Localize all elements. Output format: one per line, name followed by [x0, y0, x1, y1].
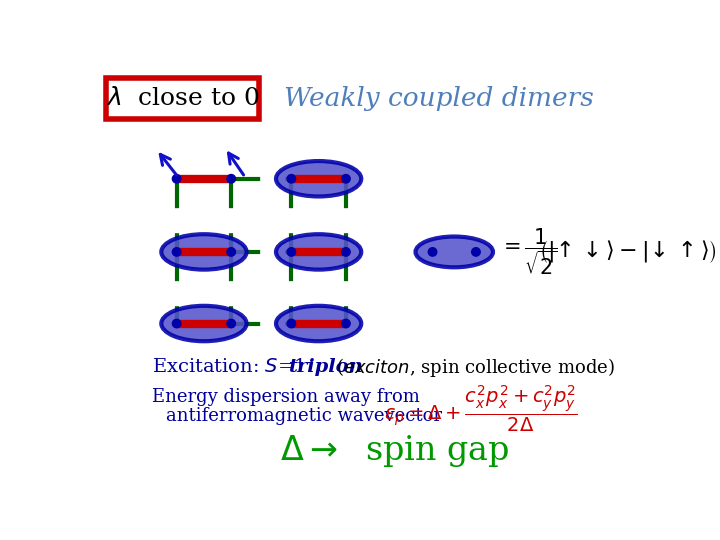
- Text: $\Delta \rightarrow$  spin gap: $\Delta \rightarrow$ spin gap: [280, 433, 509, 469]
- Circle shape: [287, 248, 296, 256]
- Text: ($\mathit{exciton}$, spin collective mode): ($\mathit{exciton}$, spin collective mod…: [336, 356, 616, 379]
- Text: $=\dfrac{1}{\sqrt{2}}$: $=\dfrac{1}{\sqrt{2}}$: [499, 226, 558, 278]
- FancyBboxPatch shape: [107, 78, 259, 119]
- Text: Excitation: $\mathit{S}$=1: Excitation: $\mathit{S}$=1: [152, 359, 308, 376]
- Text: $\varepsilon_p = \Delta+\dfrac{c_x^2 p_x^2+c_y^2 p_y^2}{2\Delta}$: $\varepsilon_p = \Delta+\dfrac{c_x^2 p_x…: [384, 384, 578, 434]
- Circle shape: [172, 248, 181, 256]
- Ellipse shape: [415, 237, 493, 267]
- Circle shape: [227, 174, 235, 183]
- Circle shape: [342, 174, 350, 183]
- Circle shape: [342, 248, 350, 256]
- Circle shape: [342, 319, 350, 328]
- Circle shape: [172, 319, 181, 328]
- Ellipse shape: [161, 234, 246, 269]
- Circle shape: [428, 248, 437, 256]
- Circle shape: [227, 319, 235, 328]
- Ellipse shape: [276, 234, 361, 269]
- Ellipse shape: [276, 306, 361, 341]
- Circle shape: [287, 319, 296, 328]
- Circle shape: [172, 174, 181, 183]
- Circle shape: [227, 248, 235, 256]
- Text: antiferromagnetic wavevector: antiferromagnetic wavevector: [166, 407, 442, 425]
- Text: $\!\left(|\!\uparrow\downarrow\rangle-|\!\downarrow\uparrow\rangle\right)$: $\!\left(|\!\uparrow\downarrow\rangle-|\…: [541, 239, 717, 265]
- Ellipse shape: [161, 306, 246, 341]
- Ellipse shape: [276, 161, 361, 197]
- Text: triplon: triplon: [287, 359, 362, 376]
- Text: $\lambda$  close to 0: $\lambda$ close to 0: [106, 87, 259, 110]
- Text: Weakly coupled dimers: Weakly coupled dimers: [284, 86, 593, 111]
- Circle shape: [287, 174, 296, 183]
- Text: Energy dispersion away from: Energy dispersion away from: [152, 388, 420, 407]
- Circle shape: [472, 248, 480, 256]
